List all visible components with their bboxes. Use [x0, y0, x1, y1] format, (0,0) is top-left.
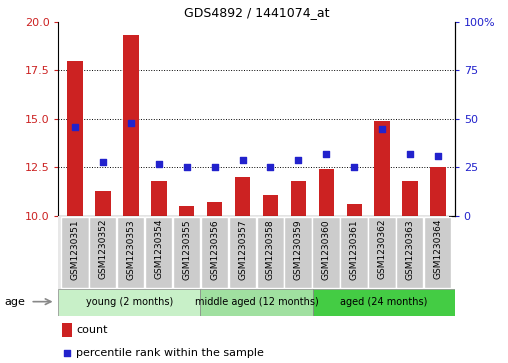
Text: count: count: [76, 325, 108, 335]
Bar: [424, 217, 451, 288]
Bar: [123, 35, 139, 216]
Text: GSM1230354: GSM1230354: [154, 219, 164, 280]
Point: [155, 161, 163, 167]
Bar: [62, 323, 72, 337]
Bar: [207, 203, 223, 216]
Text: GSM1230352: GSM1230352: [99, 219, 108, 280]
Text: GSM1230359: GSM1230359: [294, 219, 303, 280]
Bar: [374, 121, 390, 216]
Text: GSM1230357: GSM1230357: [238, 219, 247, 280]
Bar: [200, 289, 313, 316]
Bar: [117, 217, 144, 288]
Text: GSM1230360: GSM1230360: [322, 219, 331, 280]
Bar: [368, 217, 396, 288]
Bar: [263, 195, 278, 216]
Bar: [89, 217, 116, 288]
Bar: [402, 181, 418, 216]
Bar: [96, 191, 111, 216]
Point: [266, 164, 274, 170]
Point: [378, 126, 386, 131]
Text: GSM1230358: GSM1230358: [266, 219, 275, 280]
Text: middle aged (12 months): middle aged (12 months): [195, 297, 319, 307]
Text: young (2 months): young (2 months): [85, 297, 173, 307]
Text: GSM1230363: GSM1230363: [405, 219, 415, 280]
Point: [183, 164, 191, 170]
Bar: [430, 167, 446, 216]
Point: [350, 164, 358, 170]
Bar: [312, 217, 340, 288]
Bar: [396, 217, 423, 288]
Point: [99, 159, 107, 164]
Text: age: age: [5, 297, 25, 307]
Bar: [68, 61, 83, 216]
Bar: [229, 217, 256, 288]
Bar: [201, 217, 228, 288]
Bar: [313, 289, 455, 316]
Text: percentile rank within the sample: percentile rank within the sample: [76, 348, 264, 358]
Text: aged (24 months): aged (24 months): [340, 297, 428, 307]
Text: GSM1230355: GSM1230355: [182, 219, 192, 280]
Text: GSM1230364: GSM1230364: [433, 219, 442, 280]
Point: [322, 151, 330, 157]
Bar: [58, 289, 200, 316]
Point: [211, 164, 219, 170]
Bar: [284, 217, 312, 288]
Text: GSM1230351: GSM1230351: [71, 219, 80, 280]
Bar: [291, 181, 306, 216]
Point: [406, 151, 414, 157]
Bar: [145, 217, 172, 288]
Title: GDS4892 / 1441074_at: GDS4892 / 1441074_at: [184, 6, 329, 19]
Point: [434, 153, 442, 159]
Bar: [151, 181, 167, 216]
Bar: [173, 217, 200, 288]
Bar: [61, 217, 88, 288]
Text: GSM1230362: GSM1230362: [377, 219, 387, 280]
Bar: [257, 217, 284, 288]
Bar: [179, 206, 195, 216]
Point: [63, 350, 71, 355]
Point: [239, 157, 247, 163]
Point: [294, 157, 302, 163]
Point: [127, 120, 135, 126]
Bar: [319, 170, 334, 216]
Text: GSM1230353: GSM1230353: [126, 219, 136, 280]
Bar: [346, 204, 362, 216]
Text: GSM1230356: GSM1230356: [210, 219, 219, 280]
Point: [71, 124, 79, 130]
Text: GSM1230361: GSM1230361: [350, 219, 359, 280]
Bar: [340, 217, 368, 288]
Bar: [235, 177, 250, 216]
